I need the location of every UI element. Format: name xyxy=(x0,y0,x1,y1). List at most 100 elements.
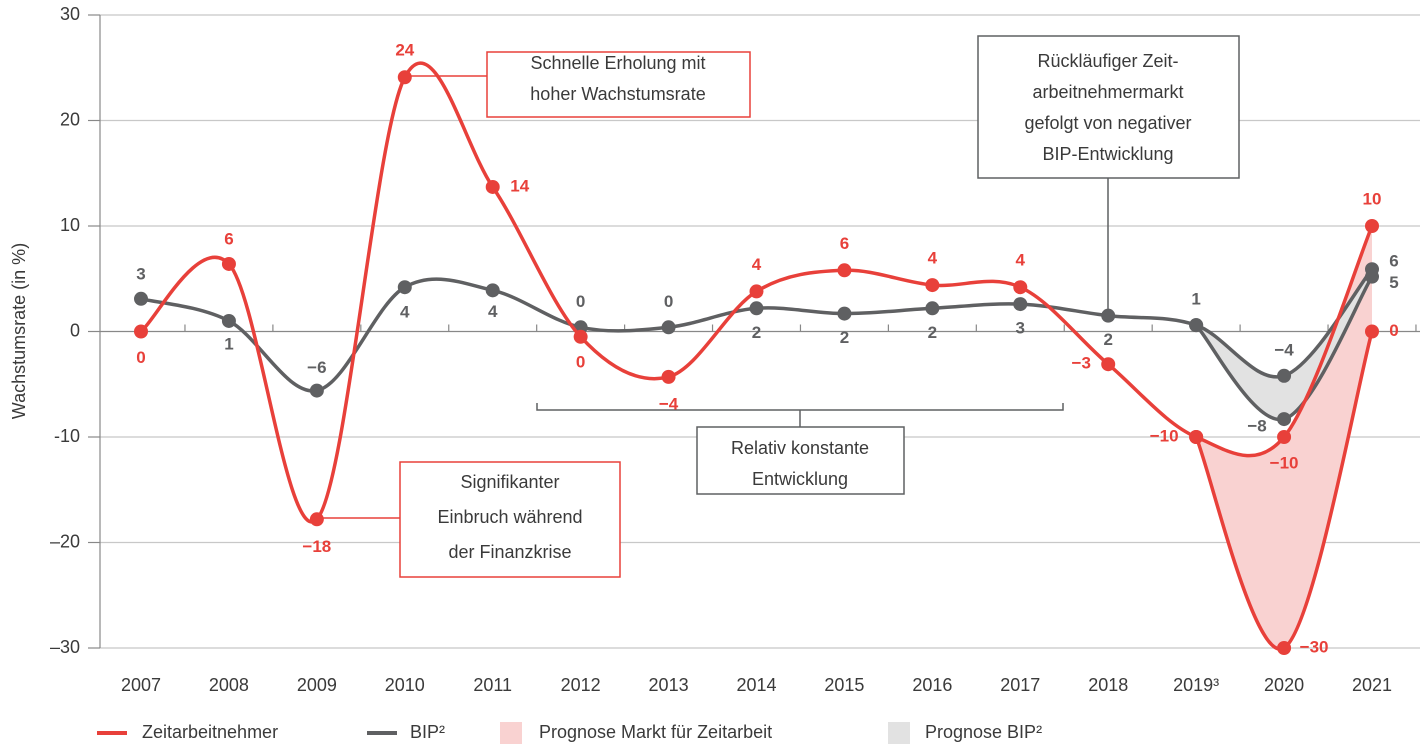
data-label: 6 xyxy=(840,234,849,253)
data-point xyxy=(661,320,676,335)
data-label: −3 xyxy=(1072,354,1091,373)
data-point xyxy=(1013,280,1028,295)
data-label: 4 xyxy=(400,303,410,322)
legend-swatch xyxy=(500,722,522,744)
x-tick-label: 2015 xyxy=(824,675,864,695)
data-point xyxy=(397,280,412,295)
data-point xyxy=(397,70,412,85)
annotation-text: Rückläufiger Zeit- xyxy=(1037,51,1178,71)
data-label: 3 xyxy=(1016,319,1025,338)
annotation-text: arbeitnehmermarkt xyxy=(1032,82,1183,102)
x-tick-label: 2009 xyxy=(297,675,337,695)
data-label: −4 xyxy=(659,394,679,413)
annotation-text: Relativ konstante xyxy=(731,438,869,458)
data-label: 4 xyxy=(928,249,938,268)
x-tick-label: 2008 xyxy=(209,675,249,695)
y-tick-label: 20 xyxy=(60,109,80,129)
y-tick-label: 10 xyxy=(60,215,80,235)
legend-label: BIP² xyxy=(410,722,445,742)
data-point xyxy=(1277,430,1292,444)
data-point xyxy=(485,283,500,298)
annotation-box xyxy=(399,461,621,578)
data-label: 2 xyxy=(840,328,849,347)
data-label: 0 xyxy=(136,348,145,367)
data-point xyxy=(221,313,236,328)
data-point xyxy=(925,301,940,316)
y-tick-label: –30 xyxy=(50,637,80,657)
annotation-text: der Finanzkrise xyxy=(448,542,571,562)
data-point xyxy=(925,278,940,293)
annotation-box xyxy=(696,426,905,495)
y-tick-label: 30 xyxy=(60,4,80,24)
data-label: −10 xyxy=(1150,426,1179,445)
data-label: −10 xyxy=(1270,453,1299,472)
y-tick-label: –20 xyxy=(50,531,80,551)
data-point xyxy=(573,329,588,344)
annotation-text: gefolgt von negativer xyxy=(1024,113,1191,133)
x-tick-label: 2007 xyxy=(121,675,161,695)
data-label: 0 xyxy=(576,352,585,371)
y-axis-label: Wachstumsrate (in %) xyxy=(9,243,29,419)
data-label: 0 xyxy=(1389,321,1398,340)
data-label: 14 xyxy=(510,176,529,195)
data-label: 0 xyxy=(576,292,585,311)
data-label: 6 xyxy=(224,229,233,248)
legend-label: Prognose BIP² xyxy=(925,722,1042,742)
data-point xyxy=(749,301,764,316)
annotation-bracket xyxy=(536,403,1064,411)
y-tick-label: 0 xyxy=(70,320,80,340)
x-tick-label: 2018 xyxy=(1088,675,1128,695)
data-label: −4 xyxy=(1274,340,1294,359)
annotation-text: Schnelle Erholung mit xyxy=(530,53,705,73)
x-tick-label: 2021 xyxy=(1352,675,1392,695)
data-label: 5 xyxy=(1389,273,1398,292)
x-tick-label: 2010 xyxy=(385,675,425,695)
annotation-text: BIP-Entwicklung xyxy=(1042,144,1173,164)
annotation-text: Signifikanter xyxy=(460,472,559,492)
data-label: 4 xyxy=(752,255,762,274)
data-label: 4 xyxy=(1016,251,1026,270)
data-point xyxy=(134,324,148,339)
data-point xyxy=(1365,262,1379,277)
data-point xyxy=(309,512,324,527)
annotation-text: Entwicklung xyxy=(752,469,848,489)
data-label: −6 xyxy=(307,358,326,377)
data-label: 0 xyxy=(664,292,673,311)
data-label: 4 xyxy=(488,302,498,321)
data-point xyxy=(1277,641,1292,655)
data-label: 2 xyxy=(1103,330,1112,349)
data-point xyxy=(1189,318,1204,333)
data-point xyxy=(661,369,676,384)
x-tick-label: 2011 xyxy=(473,675,512,695)
data-point xyxy=(1101,308,1116,323)
x-tick-label: 2016 xyxy=(912,675,952,695)
data-label: 2 xyxy=(752,323,761,342)
annotation-text: Einbruch während xyxy=(437,507,582,527)
data-label: −18 xyxy=(302,537,331,556)
forecast-band xyxy=(1196,269,1372,420)
data-point xyxy=(837,306,852,321)
data-point xyxy=(1277,412,1292,427)
annotation-box xyxy=(486,51,751,118)
x-tick-label: 2017 xyxy=(1000,675,1040,695)
data-point xyxy=(1365,324,1379,339)
data-point xyxy=(837,263,852,278)
legend-label: Prognose Markt für Zeitarbeit xyxy=(539,722,772,742)
data-point xyxy=(485,179,500,194)
data-label: 10 xyxy=(1363,189,1382,208)
data-point xyxy=(1277,368,1292,383)
x-tick-label: 2012 xyxy=(561,675,601,695)
annotation-text: hoher Wachstumsrate xyxy=(530,84,705,104)
data-label: 6 xyxy=(1389,252,1398,271)
data-label: 1 xyxy=(224,334,233,353)
data-point xyxy=(1101,357,1116,372)
data-label: −8 xyxy=(1247,417,1266,436)
legend-swatch xyxy=(888,722,910,744)
data-point xyxy=(1189,430,1204,444)
x-tick-label: 2019³ xyxy=(1173,675,1219,695)
data-label: −30 xyxy=(1300,637,1329,656)
data-label: 2 xyxy=(928,323,937,342)
x-tick-label: 2020 xyxy=(1264,675,1304,695)
data-point xyxy=(1365,219,1379,233)
